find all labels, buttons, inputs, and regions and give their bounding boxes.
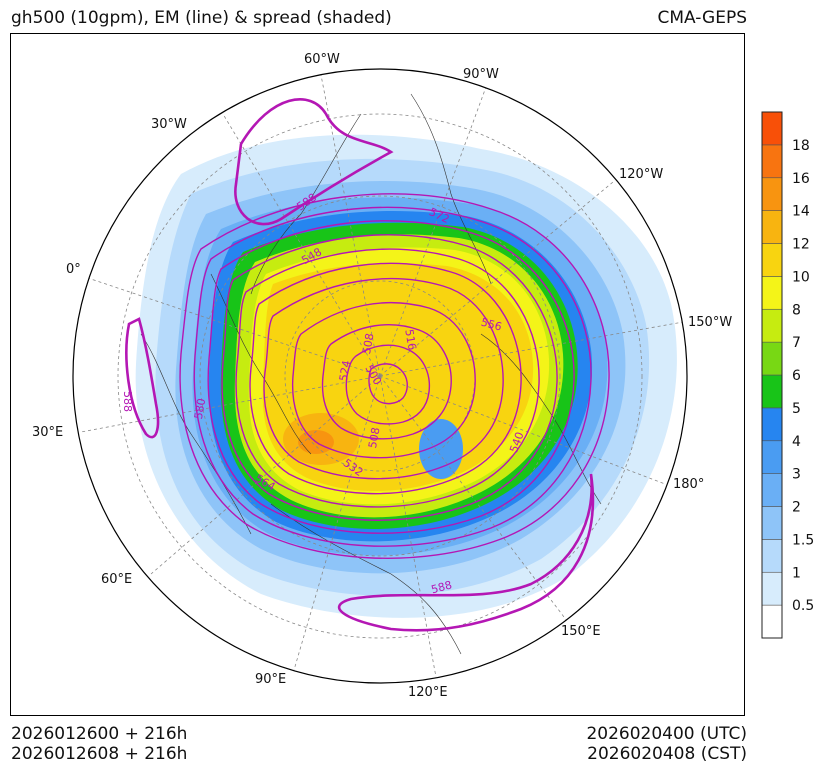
colorbar-tick-label: 4 <box>792 434 801 450</box>
colorbar-tick-label: 1 <box>792 565 801 581</box>
spread-shading <box>73 69 687 683</box>
colorbar-border <box>761 111 783 639</box>
colorbar-segment <box>761 604 783 639</box>
contour-label: 580 <box>192 397 208 420</box>
colorbar-tick-label: 12 <box>792 237 810 253</box>
colorbar-segment <box>761 440 783 474</box>
colorbar-svg: 0.5 1 1.5 2 3 4 5 6 7 8 10 12 14 16 18 <box>761 111 814 639</box>
colorbar-segment <box>761 473 783 507</box>
polar-map: 60°W 90°W 30°W 120°W 0° 150°W 30°E 180° … <box>32 52 732 700</box>
colorbar-tick-label: 3 <box>792 467 801 483</box>
contour-588-north <box>234 98 394 226</box>
contour-588-south <box>337 473 595 632</box>
coastlines <box>140 93 602 655</box>
chart-title: gh500 (10gpm), EM (line) & spread (shade… <box>11 8 392 28</box>
colorbar-tick-label: 2 <box>792 500 801 516</box>
footer-left: 2026012600 + 216h 2026012608 + 216h <box>11 724 187 764</box>
lon-label-150e: 150°E <box>561 624 601 639</box>
colorbar-tick-label: 18 <box>792 138 810 154</box>
contour-564 <box>207 220 575 534</box>
colorbar-tick-label: 16 <box>792 171 810 187</box>
colorbar-segment <box>761 111 783 146</box>
contour-548 <box>235 248 540 508</box>
lon-label-180: 180° <box>673 477 704 492</box>
colorbar-tick-label: 5 <box>792 401 801 417</box>
colorbar-segment <box>761 144 783 179</box>
contour-508 <box>345 344 431 425</box>
colorbar-segment <box>761 341 783 376</box>
colorbar-segment <box>761 374 783 409</box>
colorbar-segment <box>761 539 783 573</box>
colorbar: 0.5 1 1.5 2 3 4 5 6 7 8 10 12 14 16 18 <box>761 111 814 639</box>
contour-label: 508 <box>366 426 382 449</box>
lon-label-90w: 90°W <box>463 67 499 82</box>
contour-540 <box>249 262 522 495</box>
colorbar-tick-label: 7 <box>792 335 801 351</box>
contour-label: 588 <box>121 391 134 412</box>
valid-time-cst: 2026020408 (CST) <box>587 744 747 764</box>
colorbar-tick-label: 8 <box>792 302 801 318</box>
contour-588-west <box>125 317 160 439</box>
colorbar-tick-label: 10 <box>792 269 810 285</box>
contour-label: 556 <box>480 316 504 334</box>
colorbar-segment <box>761 308 783 343</box>
map-panel: 60°W 90°W 30°W 120°W 0° 150°W 30°E 180° … <box>10 33 745 716</box>
init-time-utc: 2026012600 + 216h <box>11 724 188 744</box>
longitude-labels: 60°W 90°W 30°W 120°W 0° 150°W 30°E 180° … <box>32 52 732 700</box>
contour-580 <box>179 193 610 559</box>
lon-label-30e: 30°E <box>32 425 63 440</box>
colorbar-tick-label: 6 <box>792 368 801 384</box>
colorbar-segment <box>761 276 783 310</box>
lon-label-120e: 120°E <box>408 685 448 700</box>
lon-label-0: 0° <box>66 262 81 277</box>
lon-label-30w: 30°W <box>151 117 187 132</box>
footer-right: 2026020400 (UTC) 2026020408 (CST) <box>586 724 747 764</box>
lon-label-90e: 90°E <box>255 672 286 687</box>
contour-572 <box>193 206 592 547</box>
contour-532 <box>263 277 504 480</box>
contour-516 <box>321 324 452 440</box>
colorbar-segment <box>761 210 783 244</box>
colorbar-segment <box>761 243 783 277</box>
lon-label-120w: 120°W <box>619 167 663 182</box>
colorbar-segment <box>761 571 783 606</box>
lon-label-60w: 60°W <box>304 52 340 67</box>
contour-556 <box>221 234 558 521</box>
height-contours <box>125 98 610 632</box>
init-time-cst: 2026012608 + 216h <box>11 744 188 764</box>
contour-label: 524 <box>337 359 353 382</box>
contour-label: 508 <box>360 332 376 355</box>
model-name: CMA-GEPS <box>657 8 747 28</box>
lon-label-150w: 150°W <box>688 315 732 330</box>
colorbar-tick-label: 1.5 <box>792 532 814 548</box>
valid-time-utc: 2026020400 (UTC) <box>586 724 747 744</box>
contour-500 <box>368 363 408 405</box>
contour-524 <box>291 302 476 459</box>
contour-label: 516 <box>402 328 418 351</box>
colorbar-tick-label: 14 <box>792 204 810 220</box>
colorbar-segment <box>761 506 783 540</box>
contour-label: 588 <box>430 578 454 596</box>
lon-label-60e: 60°E <box>101 572 132 587</box>
spread-low-region <box>419 419 463 479</box>
colorbar-segment <box>761 407 783 442</box>
map-boundary <box>72 68 688 684</box>
colorbar-segment <box>761 177 783 211</box>
colorbar-tick-label: 0.5 <box>792 598 814 614</box>
